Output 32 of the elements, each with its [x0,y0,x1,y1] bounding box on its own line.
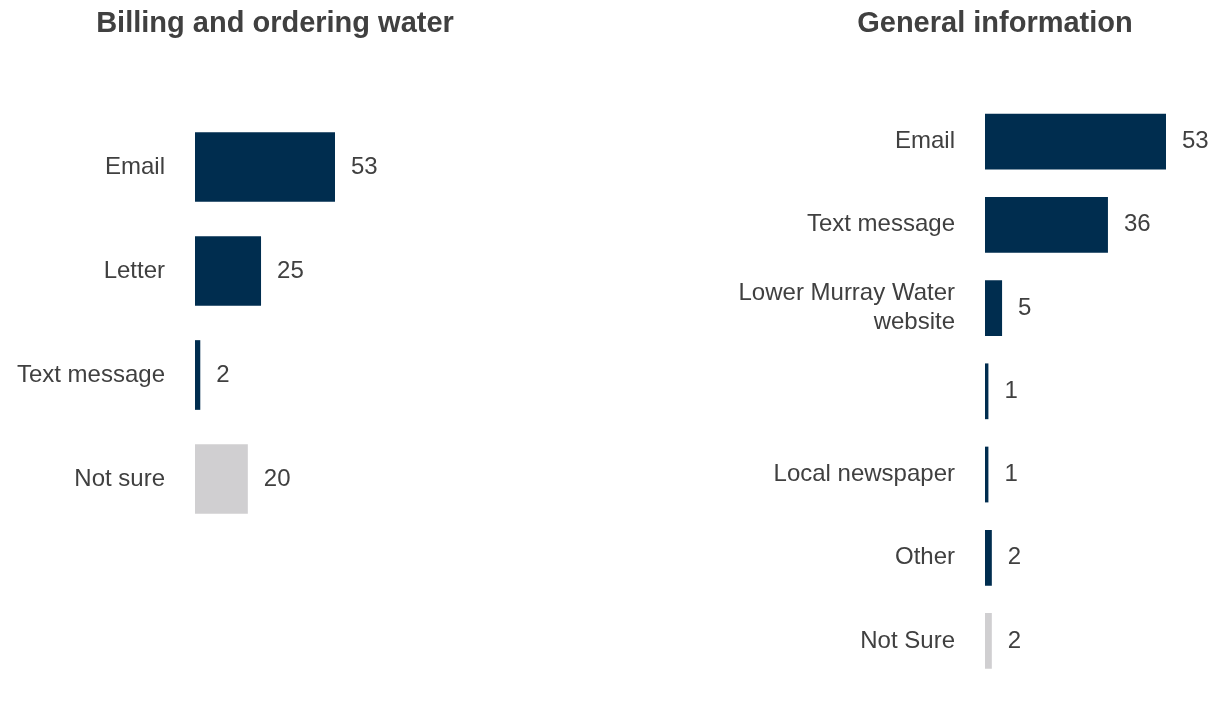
y-tick-label: Text message [806,209,955,237]
bar [195,444,248,514]
bar [985,280,1003,336]
y-tick-label: Email [104,151,165,179]
data-label: 2 [1007,542,1022,570]
bar [985,196,1108,253]
y-tick-label: Local newspaper [773,459,956,487]
y-tick-label: Lower Murray Water website [738,278,955,335]
data-label: 5 [1018,292,1032,320]
chart-title: Billing and ordering water [95,6,455,39]
data-label: 1 [1004,459,1018,487]
data-label: 2 [1007,625,1022,653]
data-label: 1 [1004,375,1018,403]
data-label: 20 [263,463,291,491]
bar [195,236,262,306]
y-tick-label: Text message [16,359,165,387]
bar [985,613,992,669]
data-label: 53 [1182,126,1209,154]
bar [985,529,992,586]
y-tick-label: Letter [103,255,165,283]
data-label: 2 [216,359,230,387]
y-tick-label: Not Sure [860,625,955,653]
bar [985,113,1166,170]
chart-title: General information [856,6,1134,39]
bar [195,132,335,202]
bar [195,340,201,410]
y-tick-label: Not sure [74,463,165,491]
y-tick-label: Email [894,126,955,154]
y-tick-label: Other [894,542,955,570]
data-label: 53 [351,151,378,179]
data-label: 36 [1123,209,1151,237]
data-label: 25 [277,255,304,283]
